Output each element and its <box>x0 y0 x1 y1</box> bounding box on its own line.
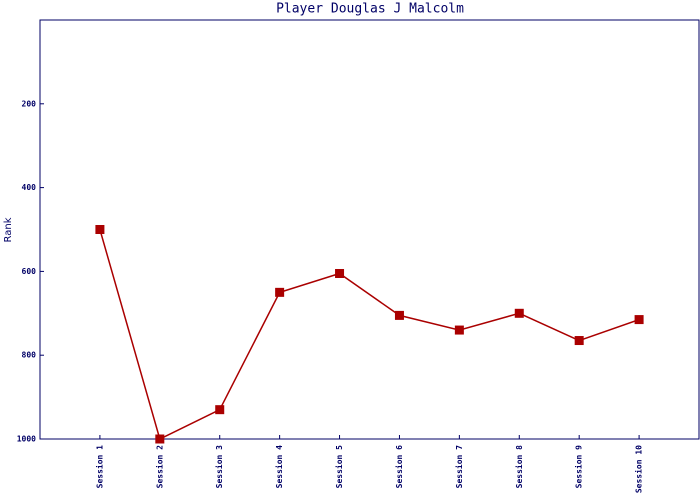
marker <box>275 287 285 297</box>
x-tick-label: Session 10 <box>634 445 644 493</box>
x-tick-label: Session 9 <box>574 445 584 489</box>
marker <box>454 325 464 335</box>
x-tick-label: Session 2 <box>154 445 164 489</box>
chart-title: Player Douglas J Malcolm <box>276 2 464 17</box>
marker <box>335 268 345 278</box>
x-tick-label: Session 8 <box>514 445 524 489</box>
marker <box>514 308 524 318</box>
marker <box>574 336 584 346</box>
x-tick-label: Session 1 <box>94 445 104 489</box>
marker <box>394 310 404 320</box>
marker <box>95 225 105 234</box>
y-tick-label: 200 <box>22 99 37 108</box>
y-tick-label: 800 <box>22 351 37 360</box>
x-tick-label: Session 5 <box>334 445 344 489</box>
marker <box>155 434 165 444</box>
x-tick-label: Session 3 <box>214 445 224 489</box>
x-tick-label: Session 7 <box>454 445 464 489</box>
line <box>99 229 640 441</box>
plot-frame <box>39 19 700 440</box>
y-tick-label: 600 <box>22 267 37 276</box>
y-tick-label: 400 <box>22 183 37 192</box>
marker <box>215 405 225 415</box>
x-tick-label: Session 6 <box>394 445 404 489</box>
x-tick-label: Session 4 <box>274 445 284 489</box>
y-tick-label: 1000 <box>17 435 36 444</box>
marker <box>634 315 644 325</box>
y-axis-label: Rank <box>3 217 14 242</box>
